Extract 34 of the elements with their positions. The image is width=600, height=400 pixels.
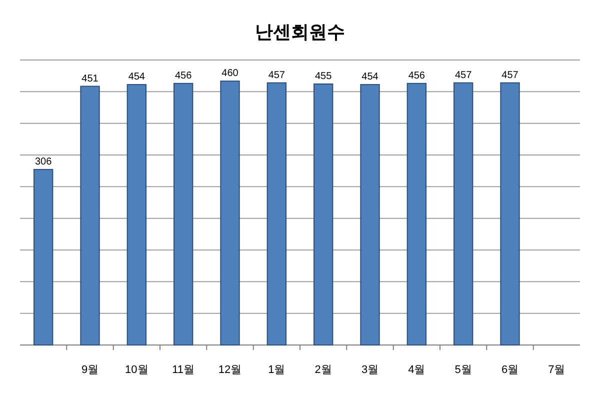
- bar: [80, 86, 100, 346]
- x-tick-label: 1월: [268, 364, 286, 376]
- x-tick-label: 11월: [172, 364, 195, 376]
- bar: [126, 84, 146, 346]
- data-label: 457: [502, 70, 519, 81]
- x-tick-label: 9월: [81, 364, 99, 376]
- x-tick-label: 7월: [548, 364, 566, 376]
- data-label: 454: [128, 72, 146, 83]
- bar: [34, 168, 54, 346]
- bar: [220, 80, 240, 346]
- data-label: 457: [454, 70, 472, 81]
- bar: [314, 83, 334, 346]
- data-label: 456: [408, 70, 426, 82]
- x-tick-label: 12월: [218, 364, 242, 376]
- x-tick-label: 10월: [125, 364, 148, 376]
- data-label: 460: [222, 68, 239, 80]
- bar: [174, 82, 194, 346]
- data-label: 454: [362, 72, 379, 83]
- chart-title: 난센회원수: [255, 22, 345, 42]
- x-tick-label: 6월: [501, 364, 519, 376]
- bar: [406, 82, 426, 346]
- data-label: 306: [34, 156, 52, 168]
- data-label: 455: [314, 70, 332, 82]
- data-label: 451: [82, 73, 99, 84]
- bar: [500, 82, 520, 346]
- data-label: 456: [174, 70, 192, 82]
- bar: [454, 82, 474, 346]
- bar: [360, 84, 380, 346]
- x-tick-label: 4월: [408, 364, 426, 376]
- bar: [266, 82, 286, 346]
- data-label: 457: [268, 70, 286, 81]
- x-tick-label: 2월: [314, 364, 332, 376]
- x-tick-label: 3월: [361, 364, 379, 376]
- x-tick-label: 5월: [454, 364, 472, 376]
